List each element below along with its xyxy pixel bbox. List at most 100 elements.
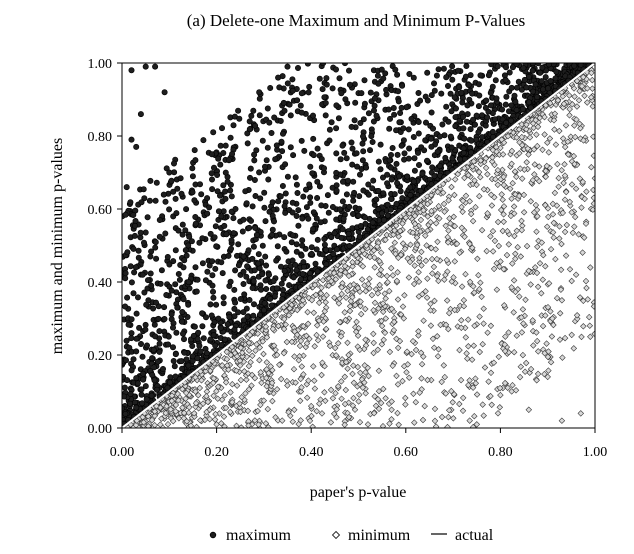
minimum-point: [471, 412, 478, 420]
minimum-point: [547, 245, 555, 253]
maximum-point: [284, 173, 291, 180]
minimum-point: [568, 209, 575, 216]
maximum-point: [215, 155, 222, 162]
maximum-point: [199, 260, 206, 267]
minimum-point: [222, 404, 230, 412]
maximum-point: [232, 267, 239, 274]
maximum-point: [127, 390, 134, 397]
minimum-point: [370, 306, 377, 314]
minimum-point: [545, 348, 552, 355]
maximum-point: [539, 86, 546, 93]
maximum-point: [289, 257, 296, 264]
minimum-point: [411, 419, 418, 426]
minimum-point: [245, 347, 253, 354]
maximum-point: [226, 313, 233, 320]
maximum-point: [206, 204, 213, 211]
minimum-point: [304, 308, 311, 316]
minimum-point: [553, 294, 561, 302]
maximum-point: [431, 87, 438, 94]
minimum-point: [550, 219, 558, 227]
minimum-point: [326, 342, 334, 350]
minimum-point: [527, 365, 535, 373]
minimum-point: [272, 312, 279, 319]
minimum-point: [527, 281, 534, 288]
minimum-point: [579, 249, 586, 256]
minimum-point: [399, 220, 406, 227]
minimum-point: [342, 358, 350, 366]
maximum-point: [122, 303, 129, 310]
maximum-point: [162, 230, 169, 237]
minimum-point: [556, 336, 564, 343]
minimum-point: [544, 353, 552, 361]
minimum-point: [573, 312, 581, 319]
maximum-point: [269, 199, 276, 206]
maximum-point: [447, 133, 454, 140]
minimum-point: [157, 421, 164, 428]
maximum-point: [180, 264, 187, 271]
minimum-point: [311, 281, 319, 289]
maximum-point: [380, 217, 387, 224]
maximum-point: [359, 133, 366, 140]
minimum-point: [432, 423, 440, 428]
minimum-point: [415, 328, 422, 335]
minimum-point: [416, 389, 423, 396]
minimum-point: [459, 407, 467, 415]
minimum-point: [162, 409, 169, 417]
maximum-point: [209, 282, 216, 289]
minimum-point: [531, 171, 538, 178]
maximum-point: [170, 188, 177, 195]
maximum-point: [176, 276, 183, 283]
minimum-point: [356, 346, 364, 354]
maximum-point: [240, 317, 247, 324]
minimum-point: [356, 381, 364, 388]
minimum-point: [438, 413, 446, 421]
minimum-point: [534, 243, 541, 251]
minimum-point: [435, 277, 442, 285]
maximum-point: [220, 150, 227, 157]
maximum-point: [371, 95, 378, 102]
minimum-point: [374, 346, 382, 354]
minimum-point: [350, 394, 357, 402]
minimum-point: [565, 151, 572, 158]
maximum-point: [436, 163, 443, 170]
minimum-point: [342, 316, 349, 324]
minimum-point: [556, 127, 563, 135]
minimum-point: [429, 270, 436, 277]
maximum-point: [199, 235, 206, 242]
maximum-point: [171, 363, 178, 370]
minimum-point: [332, 276, 340, 283]
x-tick-label: 0.80: [488, 445, 513, 460]
minimum-point: [456, 400, 463, 408]
maximum-point: [515, 78, 522, 85]
minimum-point: [560, 100, 568, 108]
minimum-point: [411, 220, 419, 228]
minimum-point: [193, 423, 200, 428]
minimum-point: [523, 121, 530, 128]
maximum-point: [202, 277, 209, 284]
maximum-point: [322, 112, 329, 119]
minimum-point: [347, 297, 355, 305]
minimum-point: [518, 226, 526, 234]
minimum-point: [464, 316, 472, 323]
minimum-point: [409, 229, 417, 236]
maximum-point: [343, 155, 350, 162]
maximum-point: [194, 355, 201, 362]
minimum-point: [349, 263, 356, 270]
minimum-point: [434, 188, 441, 196]
maximum-point: [448, 108, 455, 115]
minimum-point: [391, 239, 399, 246]
maximum-point: [384, 212, 391, 219]
minimum-point: [471, 177, 478, 184]
maximum-point: [387, 164, 394, 171]
minimum-point: [494, 166, 502, 174]
minimum-point: [251, 374, 259, 382]
minimum-point: [531, 161, 539, 168]
maximum-point: [240, 216, 247, 223]
maximum-point: [279, 183, 286, 190]
minimum-point: [561, 334, 569, 342]
maximum-point: [299, 270, 306, 277]
minimum-point: [355, 398, 362, 405]
maximum-point: [132, 222, 139, 229]
maximum-point: [397, 110, 404, 117]
minimum-point: [445, 413, 452, 421]
